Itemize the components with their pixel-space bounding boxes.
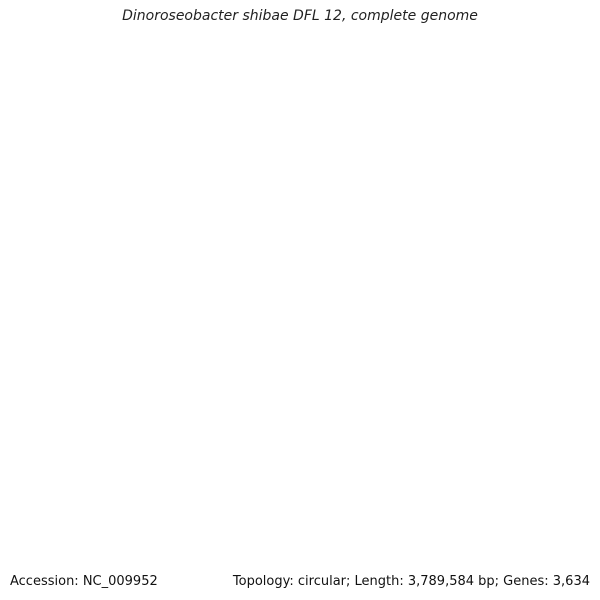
accession-text: Accession: NC_009952	[10, 574, 158, 589]
summary-text: Topology: circular; Length: 3,789,584 bp…	[232, 574, 590, 589]
map-title: Dinoroseobacter shibae DFL 12, complete …	[122, 8, 478, 24]
